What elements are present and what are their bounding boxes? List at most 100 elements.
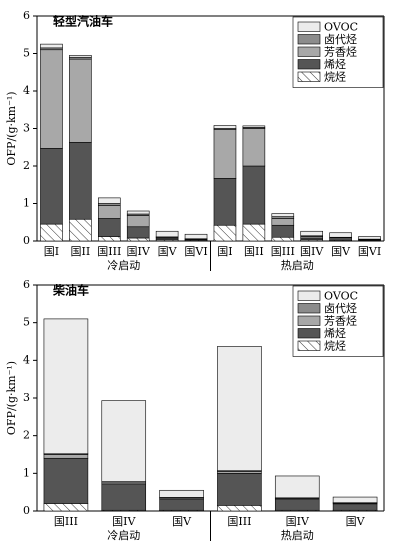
y-tick-label: 4 — [23, 353, 30, 366]
legend-swatch — [297, 328, 321, 339]
bar-segment — [159, 498, 204, 511]
bar-segment — [101, 400, 147, 482]
legend-label: OVOC — [324, 289, 358, 302]
legend-swatch — [297, 46, 321, 57]
bar-segment — [300, 230, 323, 237]
x-tick-label: 国IV — [112, 515, 136, 528]
y-tick-label: 1 — [23, 197, 30, 210]
bar-segment — [69, 55, 92, 58]
bar-segment — [98, 205, 121, 219]
legend-label: 芳香烃 — [324, 313, 357, 327]
bar-segment — [213, 129, 237, 179]
bar-segment — [159, 489, 204, 498]
legend-label: 卤代烃 — [324, 33, 357, 46]
legend-label: OVOC — [324, 20, 358, 33]
bar-segment — [43, 318, 89, 455]
bar-segment — [274, 475, 320, 499]
bar-segment — [242, 125, 266, 128]
bar-segment — [98, 218, 121, 237]
legend-label: 烯烃 — [324, 58, 346, 71]
x-tick-label: 国III — [271, 245, 295, 258]
y-tick-label: 1 — [23, 466, 30, 479]
bar-segment — [217, 505, 262, 512]
legend-label: 烷烃 — [324, 69, 346, 83]
bar-segment — [126, 210, 150, 215]
legend-label: 芳香烃 — [324, 44, 357, 58]
bar-segment — [126, 226, 150, 239]
bar-segment — [43, 457, 89, 504]
group-label: 热启动 — [281, 529, 314, 542]
x-tick-label: 国IV — [286, 515, 310, 528]
bar-segment — [242, 223, 266, 242]
legend-swatch — [297, 303, 321, 314]
bar-segment — [69, 218, 92, 242]
bar-segment — [98, 236, 121, 242]
bar-segment — [358, 236, 381, 240]
group-label: 冷启动 — [107, 529, 140, 542]
bar-segment — [213, 125, 237, 129]
x-tick-label: 国III — [227, 515, 251, 528]
x-tick-label: 国V — [172, 515, 192, 528]
x-tick-label: 国II — [71, 245, 91, 258]
x-tick-label: 国VI — [358, 245, 381, 258]
bar-segment — [98, 197, 121, 204]
legend-label: 烯烃 — [324, 327, 346, 340]
bar-segment — [126, 237, 150, 242]
legend-swatch — [297, 290, 321, 301]
y-tick-label: 4 — [23, 84, 30, 97]
legend-swatch — [297, 21, 321, 32]
bar-segment — [213, 178, 237, 226]
group-label: 热启动 — [281, 259, 314, 272]
x-tick-label: 国III — [97, 245, 121, 258]
y-tick-label: 3 — [23, 122, 30, 135]
y-tick-label: 6 — [23, 278, 30, 291]
legend-label: 烷烃 — [324, 338, 346, 352]
bar-segment — [69, 58, 92, 143]
x-tick-label: 国I — [44, 245, 59, 258]
bar-segment — [332, 503, 378, 511]
y-tick-label: 3 — [23, 391, 30, 404]
x-tick-label: 国III — [54, 515, 78, 528]
y-tick-label: 5 — [23, 47, 30, 60]
legend-swatch — [297, 340, 321, 351]
y-tick-label: 2 — [23, 159, 30, 172]
bar-segment — [329, 232, 352, 238]
x-tick-label: 国V — [331, 245, 351, 258]
y-tick-label: 0 — [23, 504, 30, 517]
legend-swatch — [297, 71, 321, 82]
x-tick-label: 国IV — [300, 245, 324, 258]
bar-segment — [43, 454, 89, 459]
bar-segment — [217, 473, 262, 506]
bar-segment — [101, 483, 147, 511]
chart-title: 轻型汽油车 — [53, 14, 113, 29]
bar-segment — [271, 218, 295, 226]
legend-swatch — [297, 59, 321, 70]
bar-segment — [40, 223, 63, 242]
x-tick-label: 国I — [217, 245, 232, 258]
bar-segment — [40, 148, 63, 225]
bar-segment — [155, 230, 179, 238]
x-tick-label: 国II — [244, 245, 264, 258]
bar-segment — [271, 224, 295, 238]
bar-segment — [213, 224, 237, 242]
bar-segment — [332, 496, 378, 504]
y-tick-label: 2 — [23, 429, 30, 442]
legend-swatch — [297, 34, 321, 45]
legend-swatch — [297, 315, 321, 326]
x-tick-label: 国V — [346, 515, 366, 528]
bar-segment — [126, 215, 150, 228]
bar-segment — [271, 213, 295, 217]
bar-segment — [184, 233, 208, 240]
bar-segment — [40, 49, 63, 149]
y-tick-label: 5 — [23, 316, 30, 329]
bar-segment — [40, 43, 63, 49]
bar-segment — [43, 503, 89, 512]
group-label: 冷启动 — [107, 259, 140, 272]
bar-segment — [271, 236, 295, 242]
chart-title: 柴油车 — [52, 283, 89, 298]
x-tick-label: 国IV — [127, 245, 151, 258]
y-tick-label: 6 — [23, 9, 30, 22]
y-axis-label: OFP/(g·km⁻¹) — [5, 361, 18, 435]
